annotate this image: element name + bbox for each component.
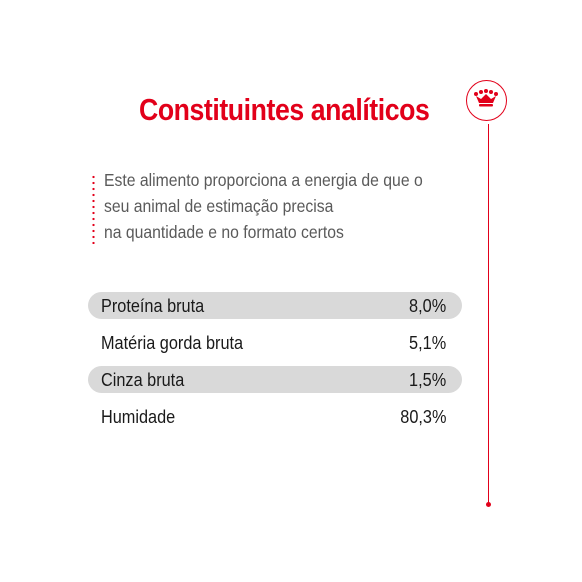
- table-row: Cinza bruta 1,5%: [88, 366, 462, 393]
- row-label: Proteína bruta: [101, 295, 205, 316]
- vertical-divider: [488, 124, 489, 505]
- row-value: 5,1%: [408, 332, 446, 353]
- brand-badge: [466, 80, 507, 121]
- crown-icon: [474, 89, 498, 107]
- description-line-1: Este alimento proporciona a energia de q…: [104, 170, 423, 190]
- page-title: Constituintes analíticos: [139, 92, 430, 127]
- table-row: Proteína bruta 8,0%: [88, 292, 462, 319]
- description-line-3: na quantidade e no formato certos: [104, 222, 344, 242]
- table-row: Humidade 80,3%: [88, 403, 462, 430]
- row-label: Humidade: [101, 406, 176, 427]
- divider-end-dot: [486, 502, 491, 507]
- description-line-2: seu animal de estimação precisa: [104, 196, 334, 216]
- row-label: Cinza bruta: [101, 369, 185, 390]
- row-value: 8,0%: [408, 295, 446, 316]
- row-value: 1,5%: [408, 369, 446, 390]
- table-row: Matéria gorda bruta 5,1%: [88, 329, 462, 356]
- row-value: 80,3%: [399, 406, 446, 427]
- analytics-table: Proteína bruta 8,0% Matéria gorda bruta …: [88, 292, 462, 440]
- row-label: Matéria gorda bruta: [101, 332, 244, 353]
- dotted-marker: [92, 174, 95, 244]
